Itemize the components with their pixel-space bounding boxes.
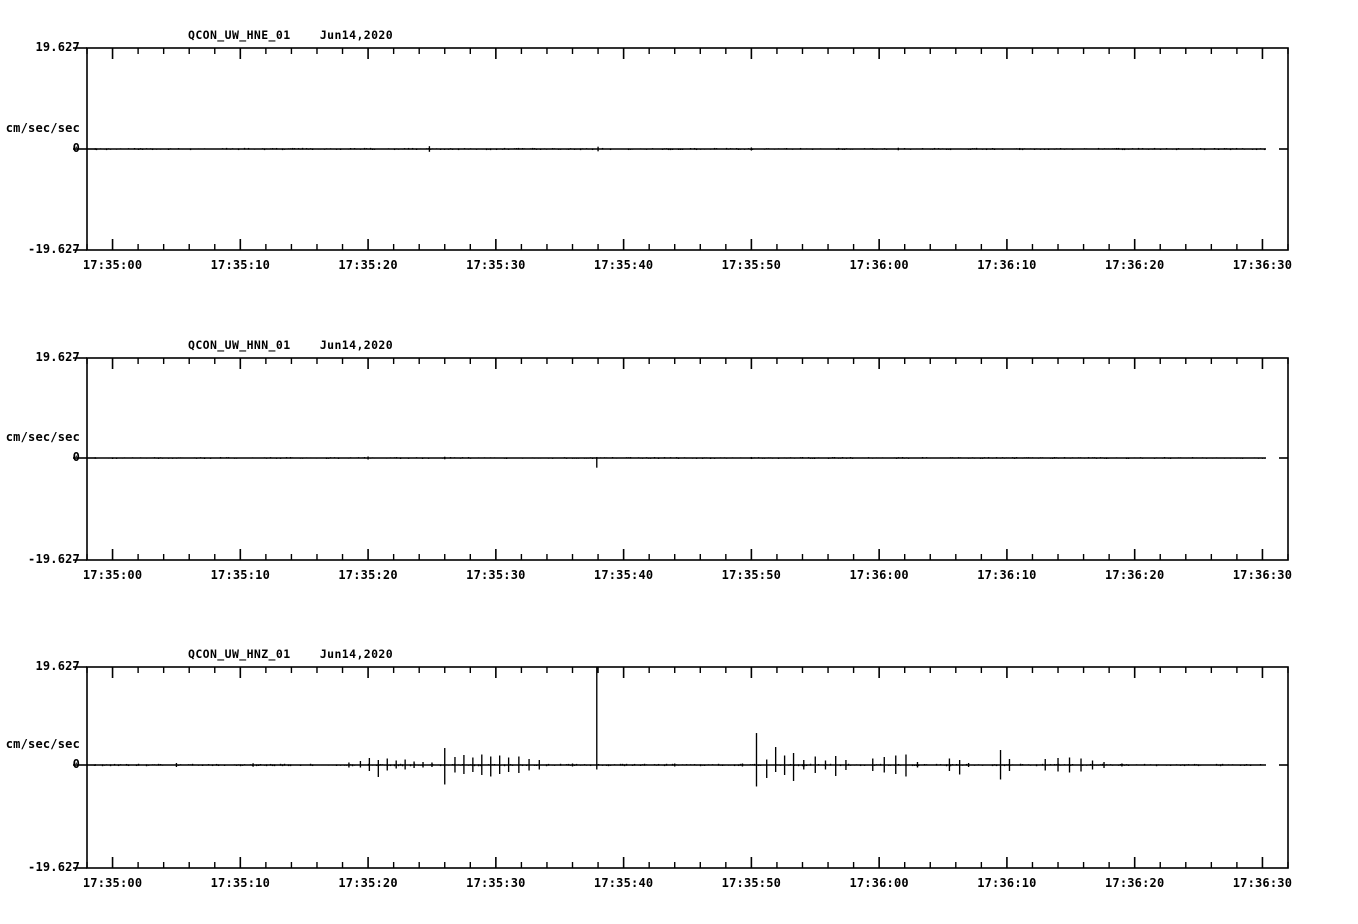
x-axis-tick-label: 17:35:30 (466, 568, 526, 582)
x-axis-tick-label: 17:35:50 (721, 876, 782, 890)
x-axis-tick-label: 17:35:20 (338, 876, 398, 890)
x-axis-tick-labels: 17:35:00 17:35:10 17:35:20 17:35:30 17:35:40… (0, 568, 1358, 586)
x-axis-tick-label: 17:36:30 (1232, 568, 1293, 582)
y-axis-min-label: -19.627 (28, 242, 80, 256)
x-axis-tick-label: 17:35:10 (210, 568, 271, 582)
x-axis-tick-label: 17:36:00 (849, 258, 909, 272)
y-axis-min-label: -19.627 (28, 552, 80, 566)
x-axis-tick-label: 17:35:00 (82, 876, 143, 890)
x-axis-tick-label: 17:35:40 (593, 568, 654, 582)
x-axis-tick-label: 17:35:30 (466, 876, 526, 890)
x-axis-tick-label: 17:35:20 (338, 258, 398, 272)
x-axis-tick-labels: 17:35:00 17:35:10 17:35:20 17:35:30 17:35:40… (0, 876, 1358, 894)
x-axis-tick-label: 17:36:30 (1232, 876, 1293, 890)
y-axis-zero-label: 0 (72, 450, 80, 464)
y-axis-max-label: 19.627 (35, 350, 80, 364)
x-axis-tick-label: 17:36:20 (1104, 876, 1165, 890)
x-axis-tick-label: 17:35:10 (210, 258, 271, 272)
y-axis-unit-label: cm/sec/sec (5, 121, 80, 135)
y-axis-zero-label: 0 (72, 757, 80, 771)
x-axis-tick-label: 17:35:30 (466, 258, 526, 272)
x-axis-tick-label: 17:35:10 (210, 876, 271, 890)
x-axis-tick-label: 17:36:20 (1104, 258, 1165, 272)
x-axis-tick-label: 17:35:40 (593, 876, 654, 890)
x-axis-tick-label: 17:36:10 (977, 568, 1037, 582)
x-axis-tick-label: 17:36:20 (1104, 568, 1165, 582)
panel-title: QCON_UW_HNZ_01 Jun14,2020 (188, 647, 394, 661)
x-axis-tick-label: 17:36:30 (1232, 258, 1293, 272)
x-axis-tick-label: 17:36:00 (849, 568, 909, 582)
x-axis-tick-label: 17:36:10 (977, 258, 1037, 272)
x-axis-tick-label: 17:35:50 (721, 258, 782, 272)
panel-title: QCON_UW_HNN_01 Jun14,2020 (188, 338, 394, 352)
x-axis-tick-label: 17:35:50 (721, 568, 782, 582)
y-axis-max-label: 19.627 (35, 659, 80, 673)
x-axis-tick-label: 17:35:00 (82, 258, 143, 272)
panel-title: QCON_UW_HNE_01 Jun14,2020 (188, 28, 394, 42)
x-axis-tick-label: 17:35:40 (593, 258, 654, 272)
x-axis-tick-label: 17:35:20 (338, 568, 398, 582)
x-axis-tick-label: 17:36:10 (977, 876, 1037, 890)
x-axis-tick-label: 17:35:00 (82, 568, 143, 582)
x-axis-tick-label: 17:36:00 (849, 876, 909, 890)
y-axis-max-label: 19.627 (35, 40, 80, 54)
y-axis-unit-label: cm/sec/sec (5, 430, 80, 444)
x-axis-tick-labels: 17:35:00 17:35:10 17:35:20 17:35:30 17:35:40… (0, 258, 1358, 276)
y-axis-zero-label: 0 (72, 141, 80, 155)
y-axis-min-label: -19.627 (28, 860, 80, 874)
y-axis-unit-label: cm/sec/sec (5, 737, 80, 751)
